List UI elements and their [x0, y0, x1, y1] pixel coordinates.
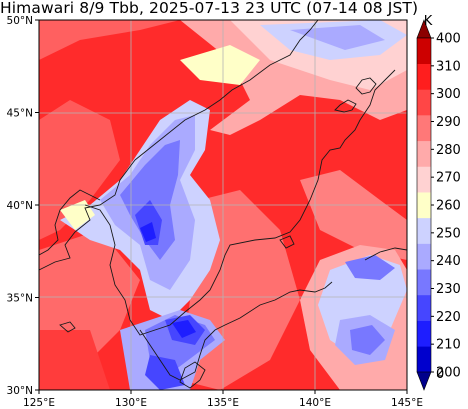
- colorbar-swatch: [417, 269, 431, 296]
- colorbar: 200 210 220 230 240 250 260 270 280 290 300 310 400 0: [416, 19, 461, 391]
- colorbar-level-label: 250: [436, 226, 461, 241]
- lat-tick-label: 40°N: [7, 200, 33, 212]
- colorbar-swatch: [417, 294, 431, 321]
- lon-tick-label: 130°E: [115, 397, 147, 409]
- colorbar-level-label: 210: [436, 338, 461, 353]
- lat-tick-label: 30°N: [7, 385, 33, 397]
- colorbar-swatch: [417, 320, 431, 347]
- colorbar-level-label: 220: [436, 310, 461, 325]
- colorbar-swatch: [417, 89, 431, 116]
- colorbar-level-label: 200: [436, 366, 461, 381]
- colorbar-bottom-label: 0: [436, 367, 444, 382]
- colorbar-swatch: [417, 243, 431, 270]
- lon-tick-labels: 125°E 130°E 135°E 140°E 145°E: [23, 390, 423, 409]
- colorbar-level-label: 280: [436, 143, 461, 158]
- colorbar-unit: K: [424, 14, 433, 29]
- colorbar-swatch: [417, 63, 431, 90]
- colorbar-level-label: 230: [436, 282, 461, 297]
- colorbar-level-label: 260: [436, 199, 461, 214]
- colorbar-swatch: [417, 346, 431, 373]
- lat-tick-label: 50°N: [7, 15, 33, 27]
- colorbar-swatch: [417, 166, 431, 193]
- colorbar-level-label: 310: [436, 59, 461, 74]
- lon-tick-label: 145°E: [391, 397, 423, 409]
- lon-tick-label: 140°E: [299, 397, 331, 409]
- colorbar-swatch: [417, 140, 431, 167]
- colorbar-swatch: [417, 217, 431, 244]
- coastlines: [39, 20, 407, 389]
- lat-tick-label: 35°N: [7, 293, 33, 305]
- lon-tick-label: 125°E: [23, 397, 55, 409]
- colorbar-swatch: [417, 115, 431, 142]
- colorbar-level-label: 300: [436, 87, 461, 102]
- colorbar-swatch: [417, 38, 431, 64]
- colorbar-level-label: 270: [436, 171, 461, 186]
- map-title: Himawari 8/9 Tbb, 2025-07-13 23 UTC (07-…: [0, 0, 419, 17]
- colorbar-level-label: 400: [436, 32, 461, 47]
- lat-tick-label: 45°N: [7, 108, 33, 120]
- colorbar-extend-min: [416, 371, 432, 391]
- colorbar-swatch: [417, 192, 431, 219]
- lat-tick-labels: 30°N 35°N 40°N 45°N 50°N: [7, 15, 39, 397]
- colorbar-level-label: 240: [436, 254, 461, 269]
- colorbar-level-label: 290: [436, 115, 461, 130]
- lon-tick-label: 135°E: [207, 397, 239, 409]
